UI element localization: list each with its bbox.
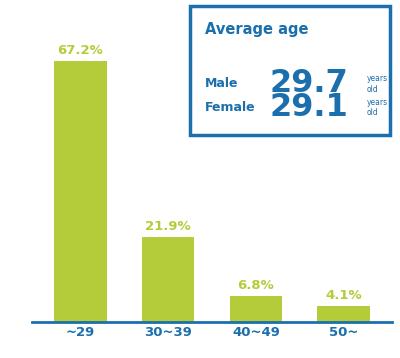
Bar [230,296,282,322]
Bar [142,237,194,322]
Text: Male: Male [205,77,238,91]
Bar [54,61,107,322]
Text: 6.8%: 6.8% [238,279,274,292]
Text: 21.9%: 21.9% [145,220,191,233]
FancyBboxPatch shape [190,6,390,135]
Text: Average age: Average age [205,21,308,37]
Text: years
old: years old [367,74,388,94]
Text: 4.1%: 4.1% [325,289,362,303]
Bar [317,306,370,322]
Text: 29.7: 29.7 [270,68,348,100]
Text: 29.1: 29.1 [270,92,348,123]
Text: Female: Female [205,101,256,114]
Text: years
old: years old [367,98,388,117]
Text: 67.2%: 67.2% [58,44,103,57]
